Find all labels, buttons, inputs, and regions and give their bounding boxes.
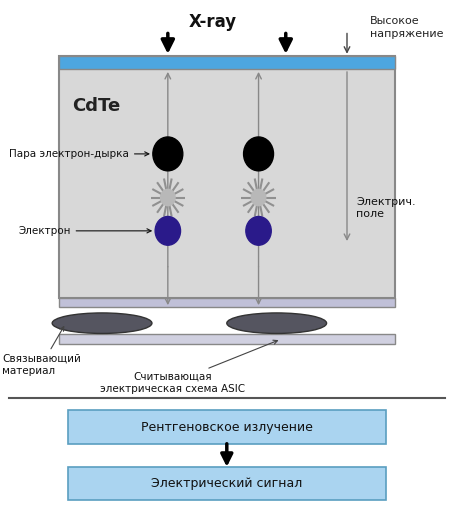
FancyBboxPatch shape [68,410,385,444]
Circle shape [155,216,181,245]
Text: Связывающий
материал: Связывающий материал [2,327,81,376]
Text: X-ray: X-ray [189,12,237,31]
Text: Электрон: Электрон [18,226,151,236]
Text: Электрич.
поле: Электрич. поле [356,196,416,219]
Text: Пара электрон-дырка: Пара электрон-дырка [9,149,149,159]
Circle shape [246,216,271,245]
Ellipse shape [52,313,152,333]
FancyBboxPatch shape [59,56,395,298]
Text: CdTe: CdTe [72,97,121,115]
FancyBboxPatch shape [59,334,395,344]
FancyBboxPatch shape [59,298,395,307]
Circle shape [160,189,175,206]
Text: Высокое
напряжение: Высокое напряжение [370,16,443,39]
Text: Считывающая
электрическая схема ASIC: Считывающая электрическая схема ASIC [100,340,278,393]
Circle shape [153,137,183,171]
Text: Электрический сигнал: Электрический сигнал [151,477,302,490]
Circle shape [243,137,273,171]
Text: Рентгеновское излучение: Рентгеновское излучение [141,421,313,433]
Circle shape [251,189,266,206]
FancyBboxPatch shape [68,467,385,500]
Ellipse shape [227,313,326,333]
FancyBboxPatch shape [59,56,395,69]
